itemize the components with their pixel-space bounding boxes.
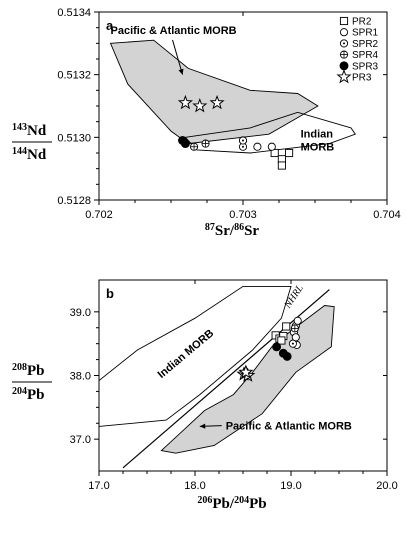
point-spr2 [238,136,248,145]
panel-a: 0.702 0.703 0.704 0.5128 0.5130 0.5132 0.5134 a… [12,7,401,239]
legend-marker [339,16,349,26]
point-spr1 [267,142,276,151]
svg-text:204Pb: 204Pb [12,386,45,404]
legend-label: SPR3 [352,61,379,72]
region-indian-morb [184,111,356,154]
point-spr2 [288,339,297,348]
legend-item-spr1: SPR1 [339,28,379,39]
point-spr4 [290,324,299,333]
point-spr4 [189,142,199,151]
legend-marker [339,39,349,48]
region-label: Pacific & Atlantic MORB [226,421,352,433]
point-pr2 [285,148,294,158]
legend-label: SPR1 [352,28,379,39]
legend-label: SPR2 [352,39,379,50]
plot-area [99,285,335,469]
point-pr2 [277,161,286,170]
region-label: Pacific & Atlantic MORB [111,25,237,37]
legend-marker [336,69,352,84]
x-tick-label: 17.0 [88,480,109,492]
legend-marker [339,50,349,59]
point-pr2 [277,336,286,345]
annotation-arrow [172,39,184,75]
point-spr3 [272,342,282,352]
x-axis-title: 206Pb/204Pb [197,495,266,513]
region-pacific-atlantic-morb [109,39,319,145]
point-spr1 [253,142,262,151]
x-tick-label: 0.702 [85,209,113,221]
legend-label: PR3 [352,73,372,84]
nhrl-line [122,289,330,469]
x-tick-label: 0.704 [373,209,401,221]
x-tick-label: 0.703 [229,209,257,221]
svg-text:143Nd: 143Nd [12,122,47,140]
point-pr3 [238,364,254,379]
panel-b: 17.0 18.0 19.0 20.0 37.0 38.0 39.0 b 206Pb/204Pb… [12,279,398,513]
nhrl-label: NHRL [282,283,306,312]
arrow-head [178,68,184,75]
x-tick-label: 20.0 [376,480,397,492]
y-axis-title: 143Nd 144Nd [12,122,52,164]
y-axis-title: 208Pb 204Pb [12,362,52,404]
region-indian-morb [99,285,292,427]
y-tick-label: 0.5134 [57,7,91,19]
plot-area [109,39,356,170]
x-tick-label: 18.0 [184,480,205,492]
legend-marker [339,61,349,71]
point-pr3 [209,94,225,110]
point-spr4 [201,139,210,148]
point-spr3 [180,139,190,149]
y-tick-label: 0.5132 [57,70,91,82]
x-axis-title: 87Sr/86Sr [205,222,260,240]
legend-item-spr4: SPR4 [339,50,379,61]
y-tick-label: 0.5130 [57,132,91,144]
legend-label: SPR4 [352,50,379,61]
y-tick-label: 0.5128 [57,195,91,207]
svg-text:208Pb: 208Pb [12,362,45,380]
legend-item-pr2: PR2 [339,16,372,28]
panel-letter: b [106,286,114,301]
svg-text:144Nd: 144Nd [12,146,47,164]
point-pr3 [192,98,208,113]
x-tick-label: 19.0 [280,480,301,492]
legend-item-spr2: SPR2 [339,39,379,50]
point-pr2 [282,322,291,331]
arrow-head [199,423,206,429]
point-pr3 [177,94,193,110]
legend-marker [339,28,349,37]
legend-item-spr3: SPR3 [339,61,379,72]
y-tick-label: 37.0 [70,434,91,446]
point-spr1 [293,316,302,325]
region-label: Indian MORB [301,128,335,153]
legend-item-pr3: PR3 [336,69,372,84]
point-spr3 [282,351,292,361]
panel-letter: a [106,18,114,33]
legend-label: PR2 [352,17,372,28]
y-tick-label: 38.0 [70,371,91,383]
y-tick-label: 39.0 [70,307,91,319]
